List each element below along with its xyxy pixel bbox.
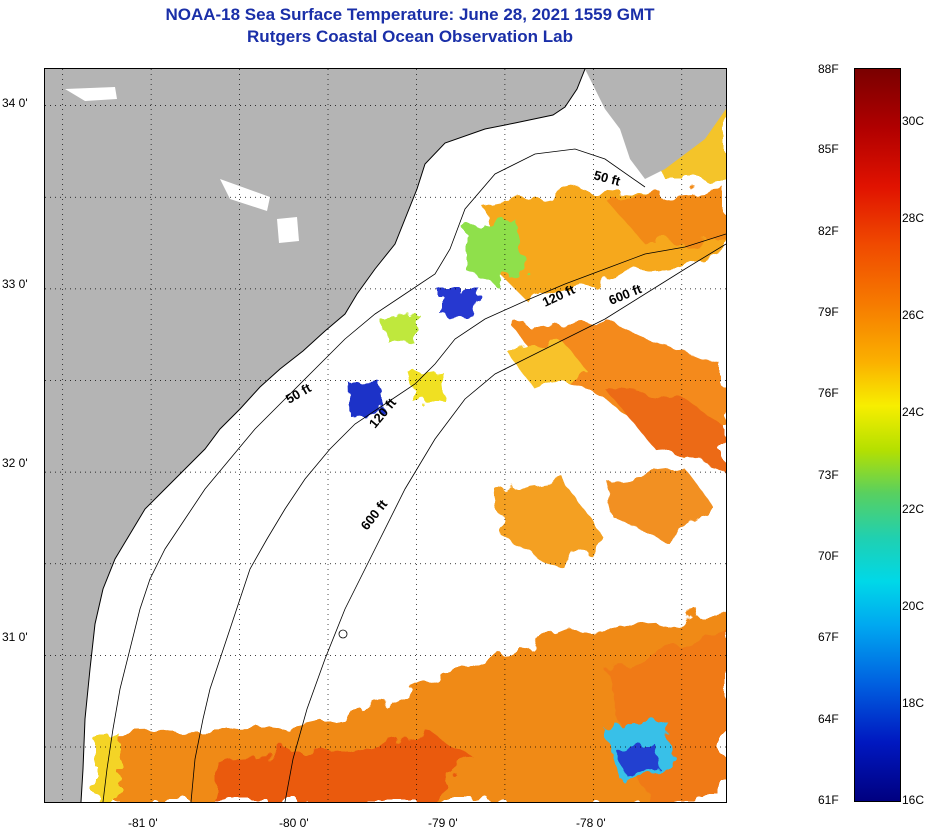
colorbar-celsius-label: 24C <box>902 405 925 420</box>
colorbar-celsius-label: 16C <box>902 793 925 807</box>
sst-cool-patches <box>95 219 675 802</box>
temperature-colorbar <box>854 68 901 802</box>
longitude-label-78: -78 0' <box>576 816 606 830</box>
colorbar-fahrenheit-label: 85F <box>818 142 839 157</box>
colorbar-fahrenheit-label: 61F <box>818 793 839 807</box>
latitude-label-34: 34 0' <box>2 96 28 110</box>
colorbar-celsius-label: 26C <box>902 308 925 323</box>
longitude-label-80: -80 0' <box>279 816 309 830</box>
seamount-contour <box>338 629 348 639</box>
coastline <box>80 69 586 802</box>
colorbar-celsius-label: 20C <box>902 599 925 614</box>
longitude-label-81: -81 0' <box>128 816 158 830</box>
colorbar-fahrenheit-label: 76F <box>818 386 839 401</box>
longitude-label-79: -79 0' <box>428 816 458 830</box>
contour-label-600ft-east: 600 ft <box>607 281 645 308</box>
contour-label-50ft-north: 50 ft <box>592 167 622 189</box>
colorbar-fahrenheit-label: 79F <box>818 305 839 319</box>
latitude-label-31: 31 0' <box>2 630 28 644</box>
isobath-50ft <box>102 148 646 802</box>
lake-3 <box>277 217 299 243</box>
isobath-120ft <box>190 233 726 802</box>
sst-map-canvas: 50 ft 50 ft 120 ft 120 ft 600 ft 600 ft <box>45 69 726 802</box>
colorbar-fahrenheit-label: 82F <box>818 223 839 238</box>
contour-label-50ft-south: 50 ft <box>283 380 314 407</box>
isobath-600ft <box>284 243 726 802</box>
lake-2 <box>220 179 270 211</box>
map-title: NOAA-18 Sea Surface Temperature: June 28… <box>165 5 655 24</box>
map-subtitle: Rutgers Coastal Ocean Observation Lab <box>247 27 573 46</box>
sst-map[interactable]: 50 ft 50 ft 120 ft 120 ft 600 ft 600 ft <box>44 68 727 803</box>
latitude-label-33: 33 0' <box>2 277 28 291</box>
colorbar-fahrenheit-label: 73F <box>818 467 839 482</box>
land-mass <box>45 69 585 802</box>
colorbar-celsius-label: 28C <box>902 211 925 226</box>
lake-1 <box>65 87 117 101</box>
land-north-cape <box>585 69 726 179</box>
colorbar-celsius-label: 30C <box>902 114 925 129</box>
colorbar-fahrenheit-label: 67F <box>818 630 839 645</box>
colorbar-fahrenheit-label: 88F <box>818 62 839 76</box>
latitude-label-32: 32 0' <box>2 456 28 470</box>
colorbar-fahrenheit-label: 64F <box>818 711 839 726</box>
lat-lon-grid <box>45 69 726 802</box>
colorbar-celsius-label: 22C <box>902 502 925 517</box>
colorbar-celsius-label: 18C <box>902 696 925 711</box>
colorbar-fahrenheit-label: 70F <box>818 549 839 563</box>
